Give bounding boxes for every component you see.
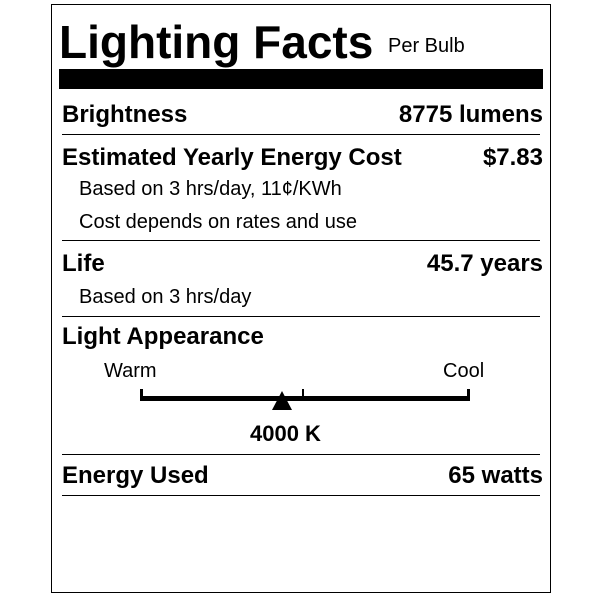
life-note: Based on 3 hrs/day — [79, 286, 252, 308]
label-title: Lighting Facts — [59, 16, 374, 68]
divider — [62, 495, 540, 496]
scale-tick-middle — [302, 389, 304, 399]
energy-cost-value: $7.83 — [482, 144, 543, 171]
energy-used-label: Energy Used — [62, 462, 209, 489]
cool-label: Cool — [443, 360, 485, 382]
lighting-facts-label: Lighting Facts Per Bulb Brightness 8775 … — [51, 4, 551, 593]
life-value: 45.7 years — [426, 250, 543, 277]
title-bar — [59, 69, 543, 89]
life-label: Life — [62, 250, 105, 277]
energy-cost-note-1: Based on 3 hrs/day, 11¢/KWh — [79, 178, 342, 200]
divider — [62, 454, 540, 455]
scale-tick-right — [467, 389, 470, 399]
color-temperature-value: 4000 K — [250, 421, 321, 446]
divider — [62, 316, 540, 317]
energy-cost-note-2: Cost depends on rates and use — [79, 211, 357, 233]
divider — [62, 240, 540, 241]
light-appearance-label: Light Appearance — [62, 323, 264, 350]
energy-cost-label: Estimated Yearly Energy Cost — [62, 144, 402, 171]
color-temperature-scale — [140, 396, 470, 401]
label-subtitle: Per Bulb — [388, 35, 465, 57]
color-temperature-marker-icon — [271, 391, 292, 410]
brightness-value: 8775 lumens — [398, 101, 543, 128]
divider — [62, 134, 540, 135]
energy-used-value: 65 watts — [448, 462, 543, 489]
scale-tick-left — [140, 389, 143, 399]
brightness-label: Brightness — [62, 101, 188, 128]
warm-label: Warm — [104, 360, 157, 382]
